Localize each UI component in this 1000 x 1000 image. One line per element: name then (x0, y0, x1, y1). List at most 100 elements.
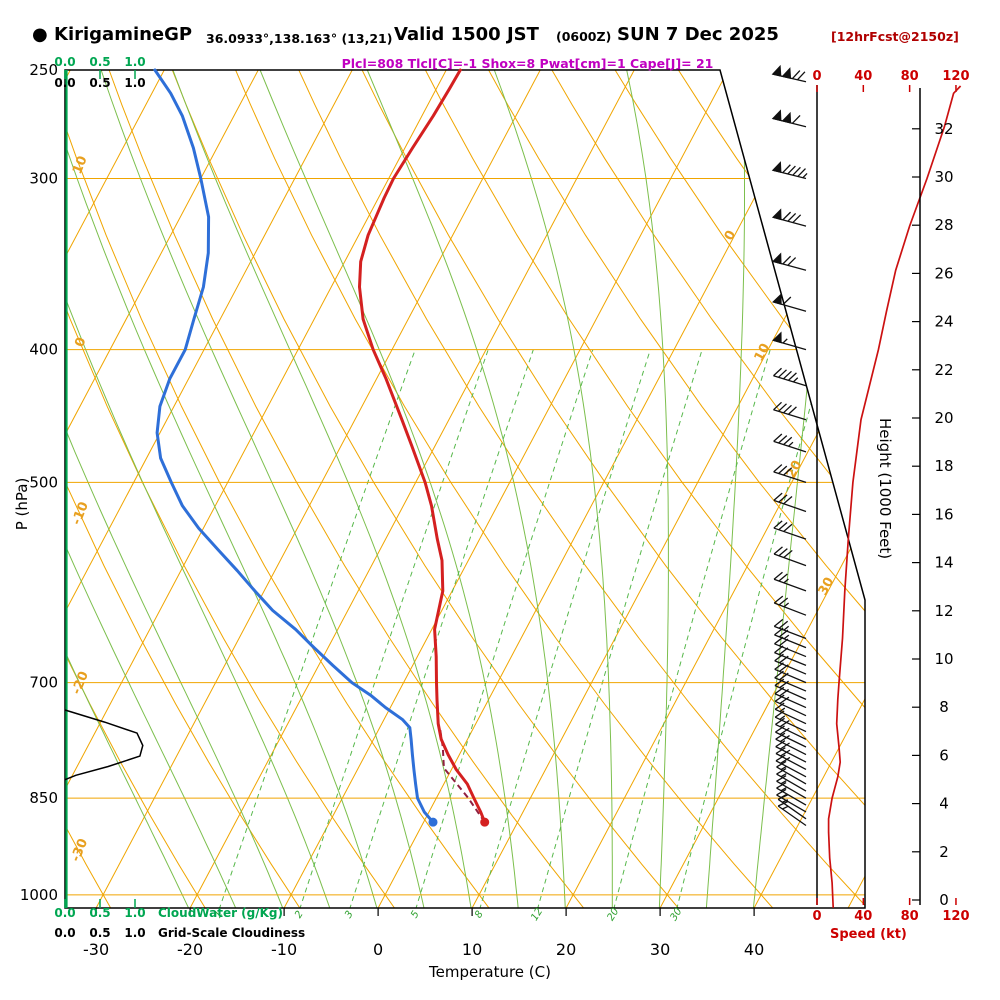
dry-adiabat-lines (65, 70, 865, 908)
isotherm-line (65, 70, 165, 908)
cloudwater-scale-label-bottom: 0.0 (54, 906, 76, 920)
temperature-tick-label: -10 (271, 940, 297, 959)
mixing-ratio-label: 8 (473, 909, 486, 920)
moist-adiabat-line (65, 70, 237, 908)
wind-barb (773, 433, 807, 453)
barb-feather (778, 494, 788, 503)
barb-staff (773, 375, 807, 387)
wind-barb (773, 546, 807, 567)
height-tick-label: 32 (934, 120, 953, 138)
speed-profile-line (827, 85, 962, 908)
temperature-tick-label: 10 (462, 940, 482, 959)
cloudiness-scale-label-top: 1.0 (124, 76, 146, 90)
barb-feather (778, 465, 788, 475)
cloudwater-caption: CloudWater (g/Kg) (158, 906, 284, 920)
barb-staff (775, 738, 807, 756)
mixing-ratio-label: 3 (343, 909, 356, 920)
barb-feather (779, 742, 790, 750)
wind-barb (775, 747, 807, 771)
dry-adiabat-line (65, 70, 491, 908)
barb-feather (773, 571, 783, 580)
temperature-tick-label: -30 (83, 940, 109, 959)
wind-barb (773, 571, 807, 592)
skewt-background (65, 70, 865, 908)
pressure-axis-title: P (hPa) (13, 477, 31, 531)
barb-feather (778, 573, 788, 582)
wind-barb (773, 464, 807, 484)
wind-barb (774, 694, 807, 717)
cloudiness-scale-label-bottom: 1.0 (124, 926, 146, 940)
barb-feather (780, 749, 791, 757)
wind-barb (771, 109, 807, 128)
dry-adiabat-line (65, 70, 207, 908)
isotherm-lines (65, 70, 865, 908)
isotherm-line (753, 70, 865, 908)
barb-staff (776, 773, 807, 792)
barb-feather (777, 800, 789, 807)
isotherm-line (659, 70, 865, 908)
dry-adiabat-line (677, 70, 865, 908)
moist-adiabat-line (493, 70, 613, 908)
isotherm-label: 10 (752, 341, 774, 364)
dry-adiabat-line (171, 70, 680, 908)
dry-adiabat-line (235, 70, 775, 908)
barb-feather (776, 788, 787, 796)
barb-pennant (781, 111, 792, 124)
station-name: KirigamineGP (54, 24, 193, 45)
speed-scale-label-bottom: 120 (942, 909, 969, 924)
barb-feather (773, 367, 782, 377)
moist-adiabat-line (65, 70, 331, 908)
wind-barb (774, 702, 807, 725)
barb-feather (773, 618, 784, 627)
barb-feather (778, 548, 788, 557)
moist-adiabat-line (172, 70, 472, 908)
station-marker-icon: ● (32, 24, 48, 45)
moist-adiabat-line (705, 70, 745, 908)
barb-half-feather (783, 625, 790, 631)
barb-staff (775, 752, 807, 771)
barb-feather (776, 782, 787, 789)
barb-feather (787, 257, 797, 266)
cloudiness-caption: Grid-Scale Cloudiness (158, 926, 306, 940)
height-axis-title: Height (1000 Feet) (876, 418, 894, 560)
wind-barb (771, 252, 807, 271)
barb-staff (774, 684, 807, 700)
barb-feather (792, 214, 802, 224)
barb-feather (776, 775, 787, 782)
moist-adiabat-line (65, 70, 378, 908)
barb-feather (787, 165, 796, 175)
speed-scale-label-top: 0 (812, 69, 821, 84)
barb-staff (773, 409, 807, 421)
barb-feather (778, 369, 787, 378)
temperature-trace-surface-dot (480, 817, 490, 827)
wind-barb (772, 293, 807, 312)
mixing-ratio-lines (218, 349, 827, 908)
barb-half-feather (783, 602, 790, 608)
barb-feather (782, 370, 792, 380)
moist-adiabat-line (259, 70, 519, 908)
cloudwater-scale-label-top: 1.0 (124, 55, 146, 69)
barb-half-feather (780, 780, 787, 785)
wind-barb (773, 595, 807, 616)
mixing-ratio-line (349, 349, 534, 908)
valid-time: Valid 1500 JST (394, 24, 539, 45)
barb-half-feather (780, 787, 787, 792)
barb-feather (778, 620, 789, 629)
height-tick-label: 6 (939, 746, 949, 764)
barb-feather (773, 520, 783, 529)
dry-adiabat-line (65, 70, 396, 908)
temperature-tick-label: 20 (556, 940, 576, 959)
pressure-tick-label: 250 (29, 61, 58, 79)
barb-feather (787, 213, 797, 222)
barb-feather (775, 747, 786, 755)
forecast-tag: [12hrFcst@2150z] (831, 29, 959, 44)
cloudiness-outline (64, 709, 144, 781)
barb-pennant (772, 331, 782, 344)
mixing-ratio-label: 12 (529, 906, 545, 923)
barb-pennant (771, 109, 782, 122)
sounding-parameters: Plcl=808 Tlcl[C]=-1 Shox=8 Pwat[cm]=1 Ca… (341, 56, 714, 71)
station-title: ● KirigamineGP (32, 24, 192, 45)
barb-feather (782, 404, 792, 414)
barb-feather (773, 401, 782, 411)
barb-feather (778, 522, 788, 531)
